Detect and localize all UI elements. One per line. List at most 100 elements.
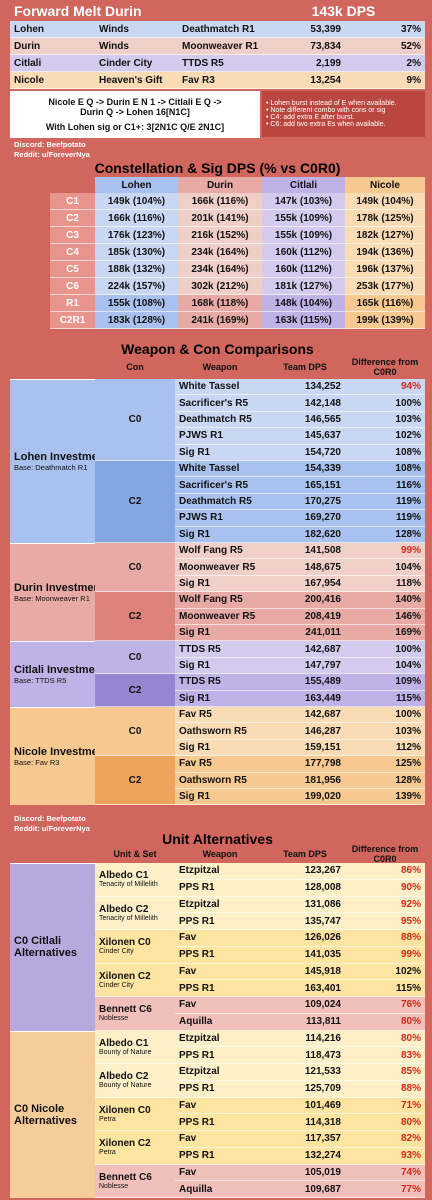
column-header: Team DPS [283,849,327,859]
cell: 88% [345,930,425,947]
cell: 103% [345,411,425,429]
top-cell: Winds [95,38,178,55]
unit-name: Xilonen C2 [99,970,151,982]
top-cell: TTDS R5 [178,55,262,72]
cell: 177,798 [265,756,345,773]
group-base: Base: Deathmatch R1 [14,463,88,472]
cell: Fav R5 [175,707,265,724]
top-cell: Citlali [10,55,95,72]
cell: 113,811 [265,1013,345,1031]
cell: 108% [345,461,425,478]
note: • Lohen burst instead of E when availabl… [266,100,397,107]
unit-set: Noblesse [99,1015,129,1023]
cell: Etzpitzal [175,1030,265,1048]
top-cell: 53,399 [262,21,345,38]
group-base: Base: Fav R3 [14,758,60,768]
cell: 234k (164%) [178,261,262,278]
cell: 128% [345,526,425,543]
cell: PPS R1 [175,879,265,897]
cell: 88% [345,1080,425,1098]
top-cell: 52% [345,38,425,55]
cell: 169,270 [265,510,345,527]
cell: 146,287 [265,723,345,740]
cell: 196k (137%) [345,261,425,278]
cell: 119% [345,493,425,511]
unit-set: Cinder City [99,948,134,956]
cell: Oathsworn R5 [175,723,265,740]
total-dps: 143k DPS [311,3,376,19]
group-base: Base: Moonweaver R1 [14,594,90,604]
unit-label: Albedo C2 Bounty of Nature [95,1064,175,1098]
cell: 71% [345,1097,425,1115]
cell: 101,469 [265,1097,345,1115]
top-cell: Cinder City [95,55,178,72]
cell: 102% [345,428,425,445]
cell: 117,357 [265,1131,345,1148]
cell: PPS R1 [175,1114,265,1131]
cell: 142,148 [265,395,345,412]
unit-label: Xilonen C0 Petra [95,1097,175,1131]
cell: 141,508 [265,543,345,560]
row-label: C6 [50,278,95,295]
unit-set: Tenacity of Millelith [99,881,158,889]
cell: 170,275 [265,493,345,511]
con-label: C0 [95,543,175,593]
cell: TTDS R5 [175,641,265,658]
cell: 188k (132%) [95,261,178,278]
discord: Discord: Beefpotato [14,139,86,149]
cell: 181,956 [265,772,345,789]
cell: 114,216 [265,1030,345,1048]
column-header: Nicole [345,177,425,193]
cell: 201k (141%) [178,210,262,227]
cell: 145,918 [265,963,345,981]
unit-set: Petra [99,1149,116,1157]
cell: 134,252 [265,379,345,396]
cell: 154,339 [265,461,345,478]
cell: 90% [345,879,425,897]
unit-label: Xilonen C0 Cinder City [95,930,175,964]
cell: 80% [345,1030,425,1048]
column-header: Difference from C0R0 [351,845,419,863]
cell: Fav R5 [175,756,265,773]
group-name: Durin Investment [14,582,95,595]
cell: 74% [345,1164,425,1182]
cell: 99% [345,543,425,560]
column-header: Team DPS [283,362,327,372]
cell: 139% [345,789,425,806]
con-label: C2 [95,592,175,642]
cell: 199k (139%) [345,312,425,329]
cell: 105,019 [265,1164,345,1182]
top-cell: 2% [345,55,425,72]
cell: 208,419 [265,608,345,625]
cell: 149k (104%) [345,193,425,210]
cell: 163,401 [265,980,345,997]
cell: 147,797 [265,657,345,675]
cell: 241k (169%) [178,312,262,329]
cell: PPS R1 [175,980,265,997]
cell: 132,274 [265,1147,345,1165]
cell: 100% [345,707,425,724]
cell: Sacrificer's R5 [175,395,265,412]
cell: Sig R1 [175,789,265,806]
cell: 216k (152%) [178,227,262,244]
cell: Deathmatch R5 [175,411,265,429]
cell: 160k (112%) [262,261,345,278]
cell: 155k (108%) [95,295,178,312]
column-header: Con [126,362,144,372]
group-base: Base: TTDS R5 [14,676,67,686]
cell: 163k (115%) [262,312,345,329]
unit-label: Xilonen C2 Petra [95,1131,175,1165]
unit-name: Albedo C2 [99,903,149,915]
cell: 108% [345,444,425,461]
cell: 185k (130%) [95,244,178,261]
top-cell: Winds [95,21,178,38]
cell: 126,026 [265,930,345,947]
cell: 155k (109%) [262,227,345,244]
note: • Note different combo with cons or sig [266,107,386,114]
cell: Fav [175,997,265,1014]
cell: 178k (125%) [345,210,425,227]
cell: Wolf Fang R5 [175,592,265,609]
cell: 155,489 [265,674,345,691]
cell: 125,709 [265,1080,345,1098]
